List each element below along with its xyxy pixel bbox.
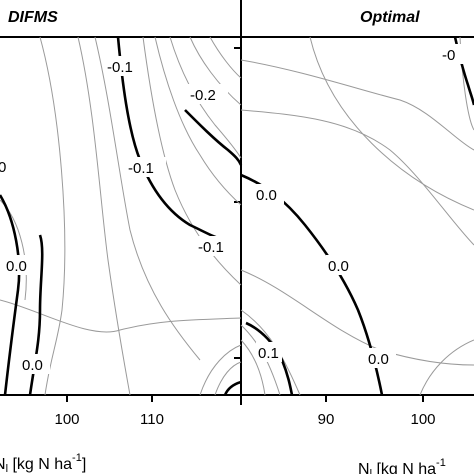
contour-label: -0.1 (198, 239, 224, 256)
contour-line (169, 36, 242, 159)
divider-ticks (234, 47, 241, 359)
xtick-label-90-right: 90 (318, 411, 335, 428)
contour-line (189, 36, 242, 106)
contour-line (0, 299, 242, 333)
label-bg (0, 156, 10, 176)
contour-line (240, 59, 474, 151)
label-bg (126, 157, 166, 177)
label-bg (366, 348, 396, 368)
label-bg (20, 354, 50, 374)
label-bg (326, 255, 356, 275)
right-contour-labels: -0 0.0 0.0 0.1 0.0 (254, 44, 474, 368)
title-optimal: Optimal (360, 9, 420, 26)
label-bg (196, 236, 236, 256)
contour-line (77, 36, 131, 396)
contour-line (214, 361, 242, 396)
contour-line-major (184, 109, 243, 166)
label-bg (188, 84, 228, 104)
contour-line (419, 339, 474, 396)
xtick-label-100-right: 100 (410, 411, 435, 428)
contour-label: 0.0 (6, 258, 27, 275)
contour-line (0, 199, 27, 301)
label-bg (440, 44, 474, 64)
contour-label: 0.1 (258, 345, 279, 362)
left-contour-labels: 0 -0.1 -0.2 -0.1 0.0 -0.1 0.0 (0, 56, 236, 374)
contour-label: -0.1 (107, 59, 133, 76)
contour-line (209, 36, 242, 79)
label-bg (104, 56, 144, 76)
contour-line-major (116, 36, 226, 242)
contour-label: 0.0 (328, 258, 349, 275)
contour-label: -0.1 (128, 160, 154, 177)
contour-line (240, 339, 266, 396)
contour-line-major (223, 380, 242, 396)
left-contours (0, 36, 243, 396)
contour-label: -0 (442, 47, 455, 64)
contour-line (39, 36, 66, 396)
contour-line (154, 36, 242, 206)
xtick-label-100-left: 100 (54, 411, 79, 428)
label-bg (4, 255, 40, 275)
contour-line (240, 109, 474, 246)
xlabel-left: Nl [kg N ha-1] (0, 452, 86, 474)
label-bg (256, 342, 282, 362)
contour-line-major (0, 194, 21, 396)
x-ticks (66, 395, 424, 402)
contour-line (240, 269, 474, 366)
contour-line (142, 36, 242, 286)
contour-label: 0.0 (22, 357, 43, 374)
contour-label: 0.0 (368, 351, 389, 368)
label-bg (254, 184, 284, 204)
contour-label: 0.0 (256, 187, 277, 204)
panel-frames (0, 0, 474, 405)
right-contours (240, 36, 474, 396)
contour-label: -0.2 (190, 87, 216, 104)
contour-label: 0 (0, 159, 6, 176)
xtick-label-110-left: 110 (140, 411, 164, 428)
title-difms: DIFMS (8, 9, 58, 26)
contour-line (199, 344, 242, 396)
contour-line (94, 36, 201, 361)
xlabel-right: Nl [kg N ha-1 (358, 457, 446, 474)
contour-line (309, 36, 474, 211)
